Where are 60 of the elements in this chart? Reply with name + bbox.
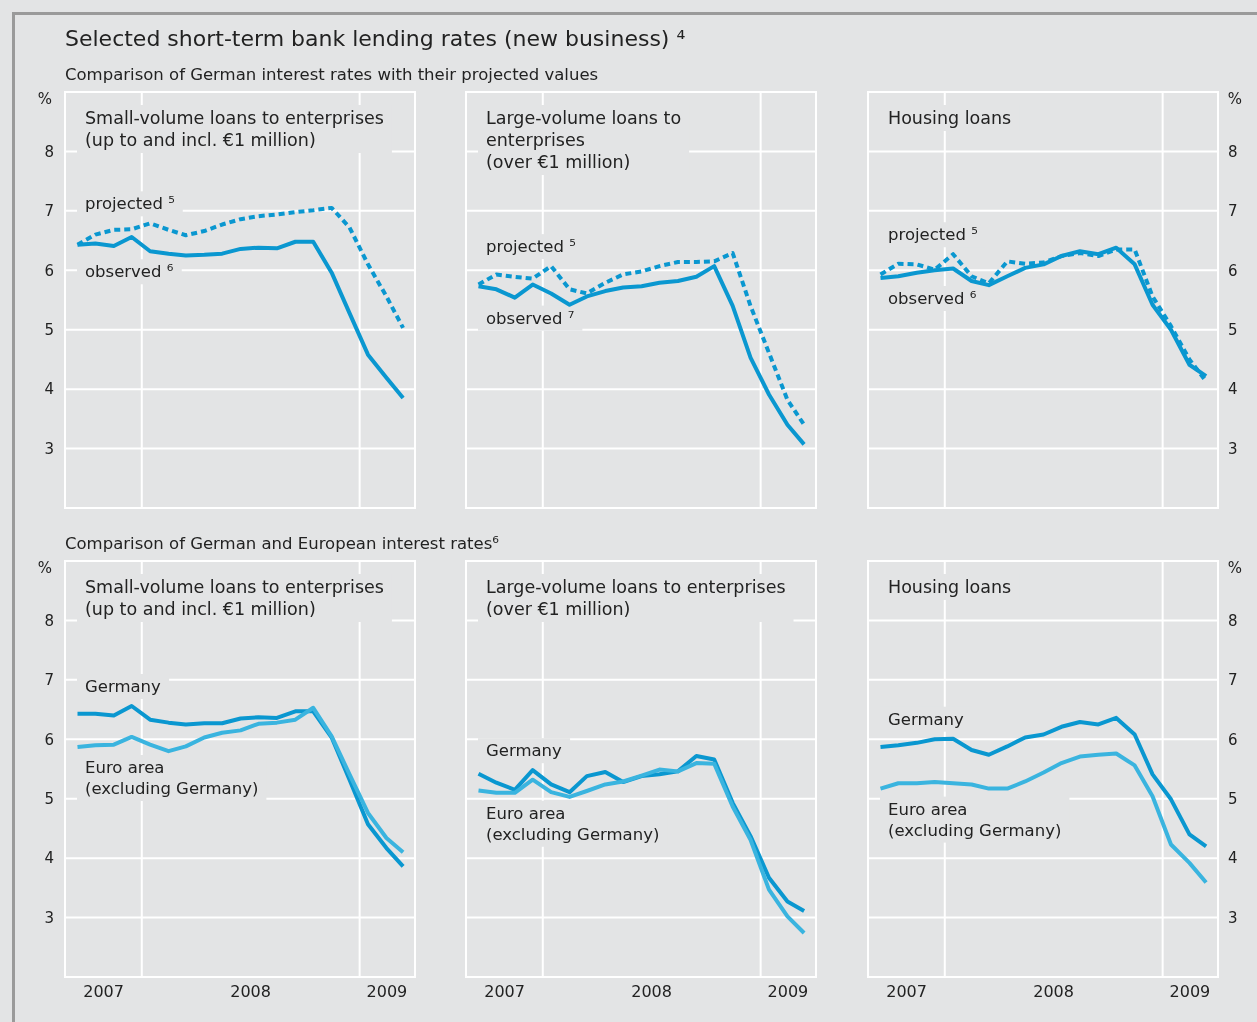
x-tick-label: 2008 <box>1033 982 1074 1002</box>
text: Housing loans <box>888 108 1012 128</box>
text: Housing loans <box>888 577 1012 597</box>
y-tick-label: 4 <box>44 849 54 868</box>
y-tick-label: 3 <box>44 908 54 927</box>
chart-subtitle: Comparison of German interest rates with their projected values <box>65 65 599 84</box>
x-tick-label: 2009 <box>767 982 809 1002</box>
y-tick-label: 8 <box>44 611 54 630</box>
x-tick-label: 2008 <box>631 982 672 1002</box>
y-tick-label: 6 <box>1228 261 1238 280</box>
y-axis-title: % <box>37 90 53 108</box>
x-tick-label: 2007 <box>886 982 927 1002</box>
text: Large-volume loans to enterprises (over €1 million) <box>486 108 682 172</box>
series-label: projected ⁵ <box>486 237 576 257</box>
y-tick-label: 6 <box>1228 730 1238 749</box>
y-tick-label: 7 <box>1228 202 1238 221</box>
series-label: Germany <box>85 677 162 697</box>
y-tick-label: 3 <box>1228 908 1238 927</box>
series-label: observed ⁶ <box>888 289 977 309</box>
line-series <box>878 751 1209 885</box>
y-tick-label: 8 <box>1228 142 1238 161</box>
y-tick-label: 5 <box>44 321 54 340</box>
series-label: Euro area (excluding Germany) <box>85 758 259 799</box>
y-tick-label: 7 <box>44 671 54 690</box>
x-tick-label: 2009 <box>366 982 408 1002</box>
series-label: Germany <box>888 709 965 729</box>
chart-subtitle: Comparison of German and European interest rates⁶ <box>65 534 500 553</box>
y-tick-label: 7 <box>44 202 54 221</box>
text: Small-volume loans to enterprises (up to and incl. €1 million) <box>85 577 384 619</box>
x-tick-label: 2007 <box>484 982 525 1002</box>
y-tick-label: 6 <box>44 730 54 749</box>
y-tick-label: 8 <box>1228 611 1238 630</box>
y-tick-label: 6 <box>44 261 54 280</box>
y-tick-label: 8 <box>44 142 54 161</box>
y-tick-label: 3 <box>1228 439 1238 458</box>
x-tick-label: 2007 <box>83 982 124 1002</box>
series-label: projected ⁵ <box>888 225 978 245</box>
y-tick-label: 5 <box>1228 790 1238 809</box>
y-tick-label: 5 <box>44 790 54 809</box>
series-label: observed ⁶ <box>85 262 174 282</box>
y-tick-label: 5 <box>1228 321 1238 340</box>
y-tick-label: 4 <box>1228 849 1238 868</box>
series-label: Euro area (excluding Germany) <box>888 799 1062 840</box>
text: Selected short-term bank lending rates (new business) ⁴ <box>65 26 686 51</box>
series-label: observed ⁷ <box>486 308 575 328</box>
y-tick-label: 4 <box>44 380 54 399</box>
y-axis-title: % <box>37 559 53 577</box>
series-label: Euro area (excluding Germany) <box>486 803 660 844</box>
line-series <box>878 715 1209 849</box>
series-label: Germany <box>486 741 563 761</box>
y-tick-label: 4 <box>1228 380 1238 399</box>
y-axis-title: % <box>1227 90 1243 108</box>
y-axis-title: % <box>1227 559 1243 577</box>
y-tick-label: 7 <box>1228 671 1238 690</box>
x-tick-label: 2009 <box>1169 982 1211 1002</box>
text: Large-volume loans to enterprises (over €1 million) <box>486 577 786 619</box>
text: Small-volume loans to enterprises (up to and incl. €1 million) <box>85 108 384 150</box>
x-tick-label: 2008 <box>230 982 271 1002</box>
y-tick-label: 3 <box>44 439 54 458</box>
series-label: projected ⁵ <box>85 194 175 214</box>
